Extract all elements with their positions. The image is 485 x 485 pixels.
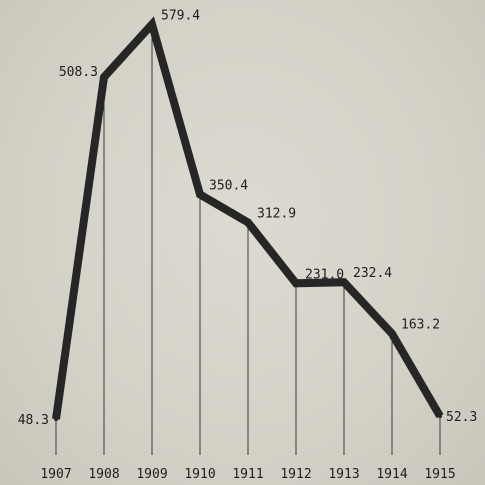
- data-point-1914: [390, 331, 394, 336]
- data-labels: 48.3 508.3 579.4 350.4 312.9 231.0 232.4 163.2 5…: [18, 8, 478, 428]
- data-point-1912: [294, 281, 298, 286]
- x-tick-label-1908: 1908: [88, 467, 119, 482]
- data-point-1910: [198, 192, 202, 197]
- x-tick-label-1910: 1910: [184, 467, 215, 482]
- data-point-1913: [342, 280, 346, 285]
- x-tick-label-1914: 1914: [376, 467, 407, 482]
- x-axis: 1907 1908 1909 1910 1911 1912 1913 1914 1915: [40, 467, 455, 482]
- data-label-1908: 508.3: [59, 65, 98, 80]
- data-label-1909: 579.4: [161, 8, 200, 23]
- x-tick-label-1912: 1912: [280, 467, 311, 482]
- data-label-1907: 48.3: [18, 413, 49, 428]
- data-point-1909: [150, 22, 154, 27]
- x-tick-label-1909: 1909: [136, 467, 167, 482]
- data-label-1914: 163.2: [401, 318, 440, 333]
- x-tick-label-1915: 1915: [424, 467, 455, 482]
- data-label-1911: 312.9: [257, 206, 296, 221]
- data-point-1908: [102, 75, 106, 80]
- series-line-group: [52, 16, 444, 422]
- x-tick-label-1913: 1913: [328, 467, 359, 482]
- data-point-1915: [438, 414, 442, 419]
- data-label-1912: 231.0: [305, 267, 344, 282]
- x-tick-label-1907: 1907: [40, 467, 71, 482]
- data-label-1915: 52.3: [446, 410, 477, 425]
- x-tick-label-1911: 1911: [232, 467, 263, 482]
- data-point-1911: [246, 220, 250, 225]
- drop-lines: [55, 24, 441, 455]
- data-label-1910: 350.4: [209, 179, 248, 194]
- data-label-1913: 232.4: [353, 266, 392, 281]
- data-point-1907: [54, 417, 58, 422]
